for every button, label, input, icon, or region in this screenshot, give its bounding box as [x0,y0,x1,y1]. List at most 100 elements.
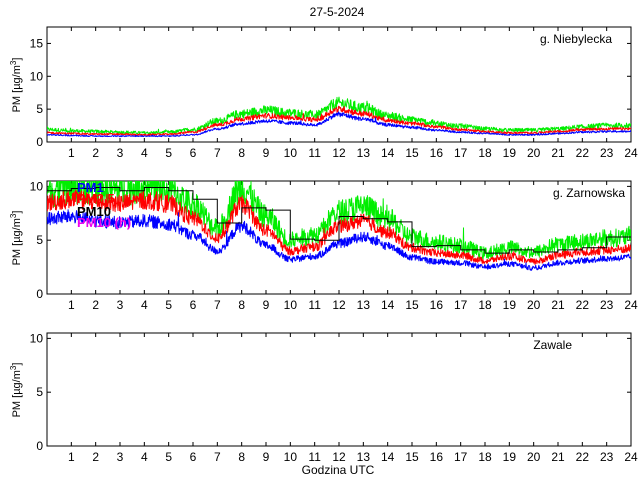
x-tick-label: 19 [503,146,517,160]
x-tick-label: 12 [332,298,346,312]
station-label: g. Niebylecka [540,32,612,46]
x-tick-label: 3 [117,298,124,312]
x-tick-label: 22 [576,146,590,160]
x-tick-label: 17 [454,146,468,160]
x-tick-label: 6 [190,146,197,160]
x-tick-label: 2 [92,450,99,464]
series-line-pm25 [47,105,631,136]
y-tick-label: 10 [30,179,44,193]
x-tick-label: 20 [527,298,541,312]
x-tick-label: 4 [141,298,148,312]
x-tick-label: 2 [92,298,99,312]
y-tick-label: 10 [30,69,44,83]
x-axis-label: Godzina UTC [302,463,375,477]
x-tick-label: 9 [263,450,270,464]
x-tick-label: 22 [576,450,590,464]
x-tick-label: 12 [332,146,346,160]
legend-pm10h: PM10 (h) [77,215,131,230]
station-label: g. Zarnowska [553,186,625,200]
x-tick-label: 10 [284,298,298,312]
x-tick-label: 17 [454,298,468,312]
y-tick-label: 0 [36,135,43,149]
x-tick-label: 22 [576,298,590,312]
x-tick-label: 20 [527,146,541,160]
x-tick-label: 24 [624,146,638,160]
legend-pm25: PM2.5 [77,191,115,206]
panel-frame [46,332,632,447]
x-tick-label: 13 [357,450,371,464]
x-tick-label: 6 [190,450,197,464]
x-tick-label: 19 [503,298,517,312]
x-tick-label: 9 [263,298,270,312]
y-tick-label: 10 [30,331,44,345]
x-tick-label: 1 [68,298,75,312]
panel-niebylecka: 1 2 3 4 5 6 7 8 9 10 11 12 13 14 15 16 17 18 19 20 21 22 23 240… [9,26,638,160]
y-tick-label: 0 [36,287,43,301]
series-line-pm10-hourly [47,187,631,254]
y-tick-label: 5 [36,385,43,399]
x-tick-label: 16 [430,450,444,464]
x-tick-label: 18 [478,298,492,312]
x-tick-label: 23 [600,146,614,160]
x-tick-label: 21 [551,450,565,464]
series-line-pm10 [47,181,631,260]
x-tick-label: 13 [357,146,371,160]
x-tick-label: 1 [68,450,75,464]
x-tick-label: 14 [381,450,395,464]
x-tick-label: 16 [430,146,444,160]
x-tick-label: 23 [600,450,614,464]
x-tick-label: 7 [214,146,221,160]
x-tick-label: 7 [214,298,221,312]
x-tick-label: 9 [263,146,270,160]
x-tick-label: 5 [165,450,172,464]
station-label: Zawale [533,338,572,352]
x-tick-label: 13 [357,298,371,312]
x-tick-label: 15 [405,450,419,464]
x-tick-label: 10 [284,450,298,464]
y-tick-label: 5 [36,102,43,116]
x-tick-label: 11 [308,450,321,464]
x-tick-label: 8 [238,146,245,160]
legend: PM1 PM2.5 PM10 PM10 (h) [77,180,131,230]
x-tick-label: 14 [381,146,395,160]
plot-area: 1 2 3 4 5 6 7 8 9 10 11 12 13 14 15 16 17 18 19 20 21 22 23 240… [30,331,638,464]
x-tick-label: 24 [624,450,638,464]
x-tick-label: 11 [308,298,321,312]
x-tick-label: 7 [214,450,221,464]
x-tick-label: 15 [405,146,419,160]
y-axis-label: PM [µg/m3] [9,58,23,113]
figure-title: 27-5-2024 [310,5,365,19]
panel-zawale: 1 2 3 4 5 6 7 8 9 10 11 12 13 14 15 16 17 18 19 20 21 22 23 240… [9,331,638,464]
x-tick-label: 8 [238,450,245,464]
x-tick-label: 1 [68,146,75,160]
x-tick-label: 24 [624,298,638,312]
x-tick-label: 21 [551,146,565,160]
x-tick-label: 5 [165,146,172,160]
x-tick-label: 20 [527,450,541,464]
series-line-pm1 [47,209,631,271]
panel-zarnowska: 1 2 3 4 5 6 7 8 9 10 11 12 13 14 15 16 17 18 19 20 21 22 23 240… [9,179,638,312]
y-axis-label: PM [µg/m3] [9,363,23,418]
x-tick-label: 23 [600,298,614,312]
legend-pm1: PM1 [77,180,104,195]
x-tick-label: 21 [551,298,565,312]
plot-area: 1 2 3 4 5 6 7 8 9 10 11 12 13 14 15 16 17 18 19 20 21 22 23 240… [30,27,638,160]
series-line-pm10 [47,96,631,135]
plot-area: 1 2 3 4 5 6 7 8 9 10 11 12 13 14 15 16 17 18 19 20 21 22 23 240… [30,179,638,312]
y-tick-label: 5 [36,233,43,247]
x-tick-label: 19 [503,450,517,464]
legend-pm10: PM10 [77,204,111,219]
x-tick-label: 4 [141,450,148,464]
x-tick-label: 3 [117,146,124,160]
x-tick-label: 17 [454,450,468,464]
x-tick-label: 12 [332,450,346,464]
x-tick-label: 14 [381,298,395,312]
x-tick-label: 15 [405,298,419,312]
x-tick-label: 5 [165,298,172,312]
x-tick-label: 2 [92,146,99,160]
x-tick-label: 10 [284,146,298,160]
y-axis-label: PM [µg/m3] [9,211,23,266]
series-line-pm1 [47,111,631,138]
x-tick-label: 18 [478,450,492,464]
